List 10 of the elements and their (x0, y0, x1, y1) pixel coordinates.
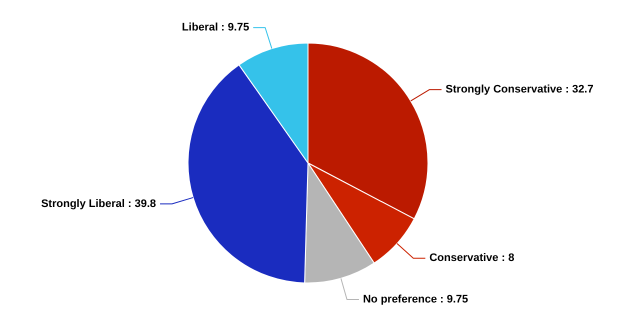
slice-label: Liberal (182, 22, 218, 34)
slice-label: No preference (362, 294, 437, 306)
data-label: : 32.7 (565, 84, 594, 96)
slice-label: Strongly Conservative (446, 84, 562, 96)
slice-label: Strongly Liberal (41, 198, 125, 210)
data-label: : 39.8 (128, 198, 156, 210)
slice-label: Conservative (429, 252, 498, 264)
data-label: : 9.75 (221, 22, 250, 34)
data-label: : 8 (501, 252, 514, 264)
data-label: : 9.75 (440, 294, 468, 306)
